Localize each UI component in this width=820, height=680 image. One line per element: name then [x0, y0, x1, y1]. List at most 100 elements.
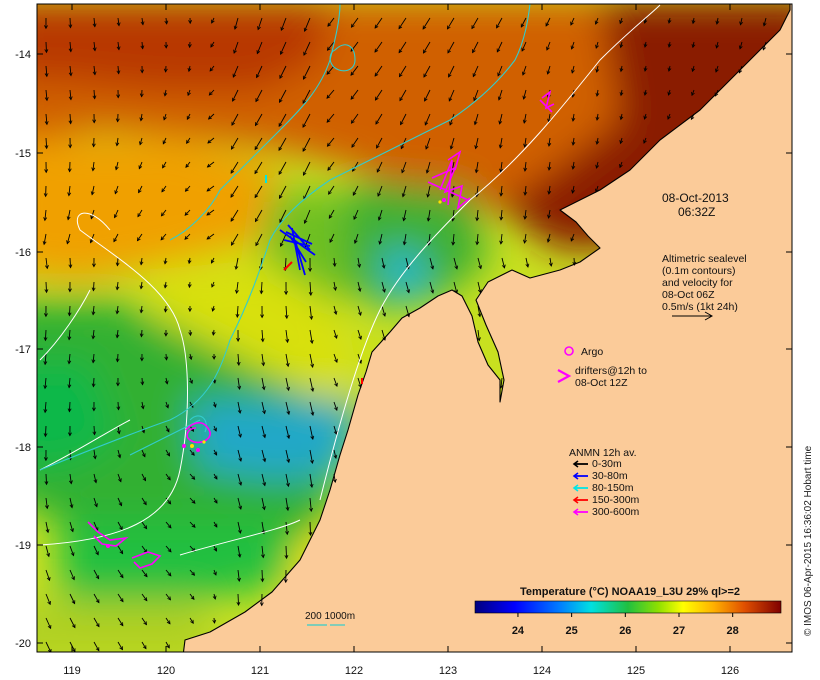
velocity-arrow	[187, 41, 192, 49]
velocity-arrow	[667, 65, 672, 72]
velocity-arrow	[522, 113, 527, 124]
velocity-arrow	[189, 449, 195, 456]
anmn-legend: ANMN 12h av. 0-30m30-80m80-150m150-300m3…	[569, 447, 640, 518]
velocity-arrow	[619, 113, 624, 121]
velocity-arrow	[139, 281, 144, 290]
velocity-arrow	[213, 449, 218, 456]
velocity-arrow	[451, 233, 456, 246]
velocity-arrow	[115, 281, 120, 291]
velocity-arrow	[114, 185, 119, 195]
velocity-arrow	[285, 473, 290, 488]
velocity-arrow	[233, 41, 239, 54]
velocity-arrow	[69, 497, 74, 509]
velocity-arrow	[69, 617, 76, 629]
velocity-arrow	[165, 569, 172, 577]
velocity-arrow	[254, 161, 263, 175]
drifter-legend-icon	[557, 369, 572, 383]
velocity-arrow	[69, 545, 75, 557]
velocity-arrow	[115, 353, 120, 363]
velocity-arrow	[425, 161, 431, 174]
velocity-arrow	[261, 449, 267, 463]
velocity-arrow	[260, 305, 265, 319]
velocity-arrow	[68, 137, 73, 149]
velocity-arrow	[279, 65, 287, 80]
velocity-arrow	[91, 305, 96, 316]
velocity-arrow	[140, 377, 145, 386]
anmn-legend-item: 150-300m	[572, 494, 640, 506]
velocity-arrow	[497, 89, 503, 101]
velocity-arrow	[570, 233, 575, 242]
velocity-arrow	[309, 401, 315, 416]
velocity-arrow	[739, 17, 744, 26]
velocity-arrow	[691, 17, 696, 25]
velocity-arrow	[522, 89, 527, 100]
velocity-arrow	[139, 329, 144, 338]
velocity-arrow	[115, 257, 120, 267]
velocity-arrow	[285, 521, 289, 536]
velocity-arrow	[499, 233, 504, 245]
velocity-arrow	[571, 185, 575, 194]
velocity-arrow	[353, 209, 359, 220]
velocity-arrow	[405, 305, 411, 318]
velocity-arrow	[429, 281, 435, 294]
velocity-arrow	[285, 401, 291, 416]
velocity-arrow	[449, 113, 455, 126]
axes	[37, 4, 792, 652]
velocity-arrow	[303, 17, 311, 32]
velocity-arrow	[89, 233, 95, 244]
velocity-arrow	[278, 161, 287, 175]
velocity-arrow	[279, 89, 287, 103]
velocity-arrow	[231, 113, 239, 126]
velocity-arrow	[285, 425, 291, 440]
drifter-dots	[106, 198, 446, 548]
velocity-arrow	[92, 425, 97, 436]
velocity-arrow	[762, 41, 767, 51]
colorbar-gradient	[474, 600, 782, 614]
velocity-arrow	[42, 233, 47, 246]
velocity-arrow	[357, 281, 362, 292]
velocity-arrow	[90, 185, 95, 196]
velocity-arrow	[523, 209, 528, 220]
altimetry-line: Altimetric sealevel	[662, 253, 747, 265]
velocity-arrow	[595, 113, 600, 121]
velocity-arrow	[67, 329, 72, 341]
velocity-arrow	[283, 569, 288, 584]
velocity-arrow	[523, 161, 528, 172]
velocity-arrow	[115, 377, 120, 387]
velocity-arrow	[450, 185, 455, 198]
velocity-arrow	[326, 89, 335, 99]
velocity-arrow	[376, 161, 383, 173]
velocity-arrow	[499, 377, 504, 389]
velocity-arrow	[138, 185, 143, 194]
velocity-arrow	[140, 401, 145, 410]
velocity-arrow	[260, 569, 265, 583]
velocity-arrow	[691, 89, 695, 97]
velocity-arrow	[280, 17, 287, 32]
velocity-arrow	[447, 41, 455, 54]
velocity-arrow	[92, 65, 97, 76]
velocity-arrow	[116, 425, 121, 435]
velocity-arrow	[91, 281, 96, 292]
velocity-arrow	[44, 281, 49, 294]
altimetry-line: and velocity for	[662, 277, 733, 289]
velocity-arrow	[67, 425, 72, 437]
velocity-arrow	[254, 113, 263, 127]
velocity-arrow	[45, 497, 49, 510]
velocity-arrow	[308, 257, 313, 273]
velocity-arrow	[333, 401, 338, 411]
velocity-arrow	[498, 137, 503, 149]
velocity-arrow	[163, 329, 168, 337]
velocity-arrow	[140, 41, 145, 50]
anmn-legend-label: 0-30m	[592, 458, 622, 470]
velocity-arrow	[254, 209, 263, 223]
argo-label: Argo	[581, 346, 603, 358]
velocity-arrow	[165, 401, 169, 409]
velocity-arrow	[259, 593, 264, 607]
velocity-arrow	[381, 257, 386, 269]
velocity-arrow	[309, 329, 314, 344]
velocity-arrow	[619, 65, 624, 73]
colorbar-tick-label: 24	[512, 625, 525, 637]
velocity-arrow	[165, 617, 171, 625]
velocity-arrow	[117, 473, 122, 483]
velocity-arrow	[68, 65, 73, 77]
